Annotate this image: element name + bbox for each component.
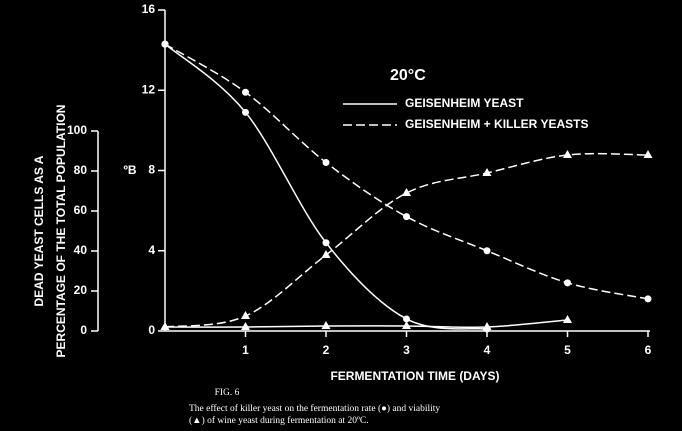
x-axis-label: FERMENTATION TIME (DAYS)	[330, 369, 499, 383]
figure-label: FIG. 6	[215, 388, 240, 398]
point	[321, 321, 331, 329]
point	[160, 322, 170, 330]
point	[563, 150, 572, 158]
y2-tick-label: 80	[74, 163, 88, 177]
point	[322, 239, 330, 247]
y2-axis-label: DEAD YEAST CELLS AS A	[32, 155, 46, 306]
point	[482, 322, 492, 330]
y2-tick-label: 40	[74, 243, 88, 257]
point	[322, 158, 330, 166]
y2-tick-label: 0	[80, 323, 87, 337]
y2-tick-label: 60	[74, 203, 88, 217]
chart-subtitle: 20°C	[390, 67, 426, 84]
x-tick-label: 4	[484, 343, 491, 357]
x-tick-label: 1	[242, 343, 249, 357]
point	[482, 168, 492, 176]
point	[241, 322, 250, 330]
point	[321, 250, 331, 258]
point	[241, 311, 250, 319]
y2-axis-label: PERCENTAGE OF THE TOTAL POPULATION	[54, 105, 68, 358]
point	[242, 108, 249, 116]
point	[402, 321, 411, 329]
y-tick-label: 16	[142, 2, 156, 16]
y-tick-label: 12	[142, 82, 156, 96]
legend-label: GEISENHEIM + KILLER YEASTS	[405, 117, 588, 131]
x-tick-label: 5	[564, 343, 571, 357]
legend-label: GEISENHEIM YEAST	[405, 96, 524, 110]
y-tick-label: 8	[148, 163, 155, 177]
point	[403, 315, 410, 323]
point	[483, 247, 491, 255]
point	[402, 188, 411, 196]
caption: The effect of killer yeast on the fermen…	[189, 403, 440, 414]
x-tick-label: 3	[403, 343, 410, 357]
point	[403, 213, 410, 221]
series-line	[164, 319, 568, 329]
series-line	[164, 152, 649, 328]
point	[644, 295, 652, 303]
point	[564, 279, 571, 287]
series-line	[164, 43, 488, 330]
point	[161, 40, 169, 48]
y-tick-label: 0	[148, 323, 155, 337]
point	[563, 315, 572, 323]
y-axis-label: ºB	[123, 163, 136, 177]
y-tick-label: 4	[148, 243, 155, 257]
caption: (▲) of wine yeast during fermentation at…	[189, 415, 369, 426]
y2-tick-label: 100	[67, 123, 87, 137]
x-tick-label: 6	[645, 343, 652, 357]
y2-tick-label: 20	[74, 283, 88, 297]
x-tick-label: 2	[323, 343, 330, 357]
point	[242, 88, 249, 96]
point	[643, 150, 653, 158]
